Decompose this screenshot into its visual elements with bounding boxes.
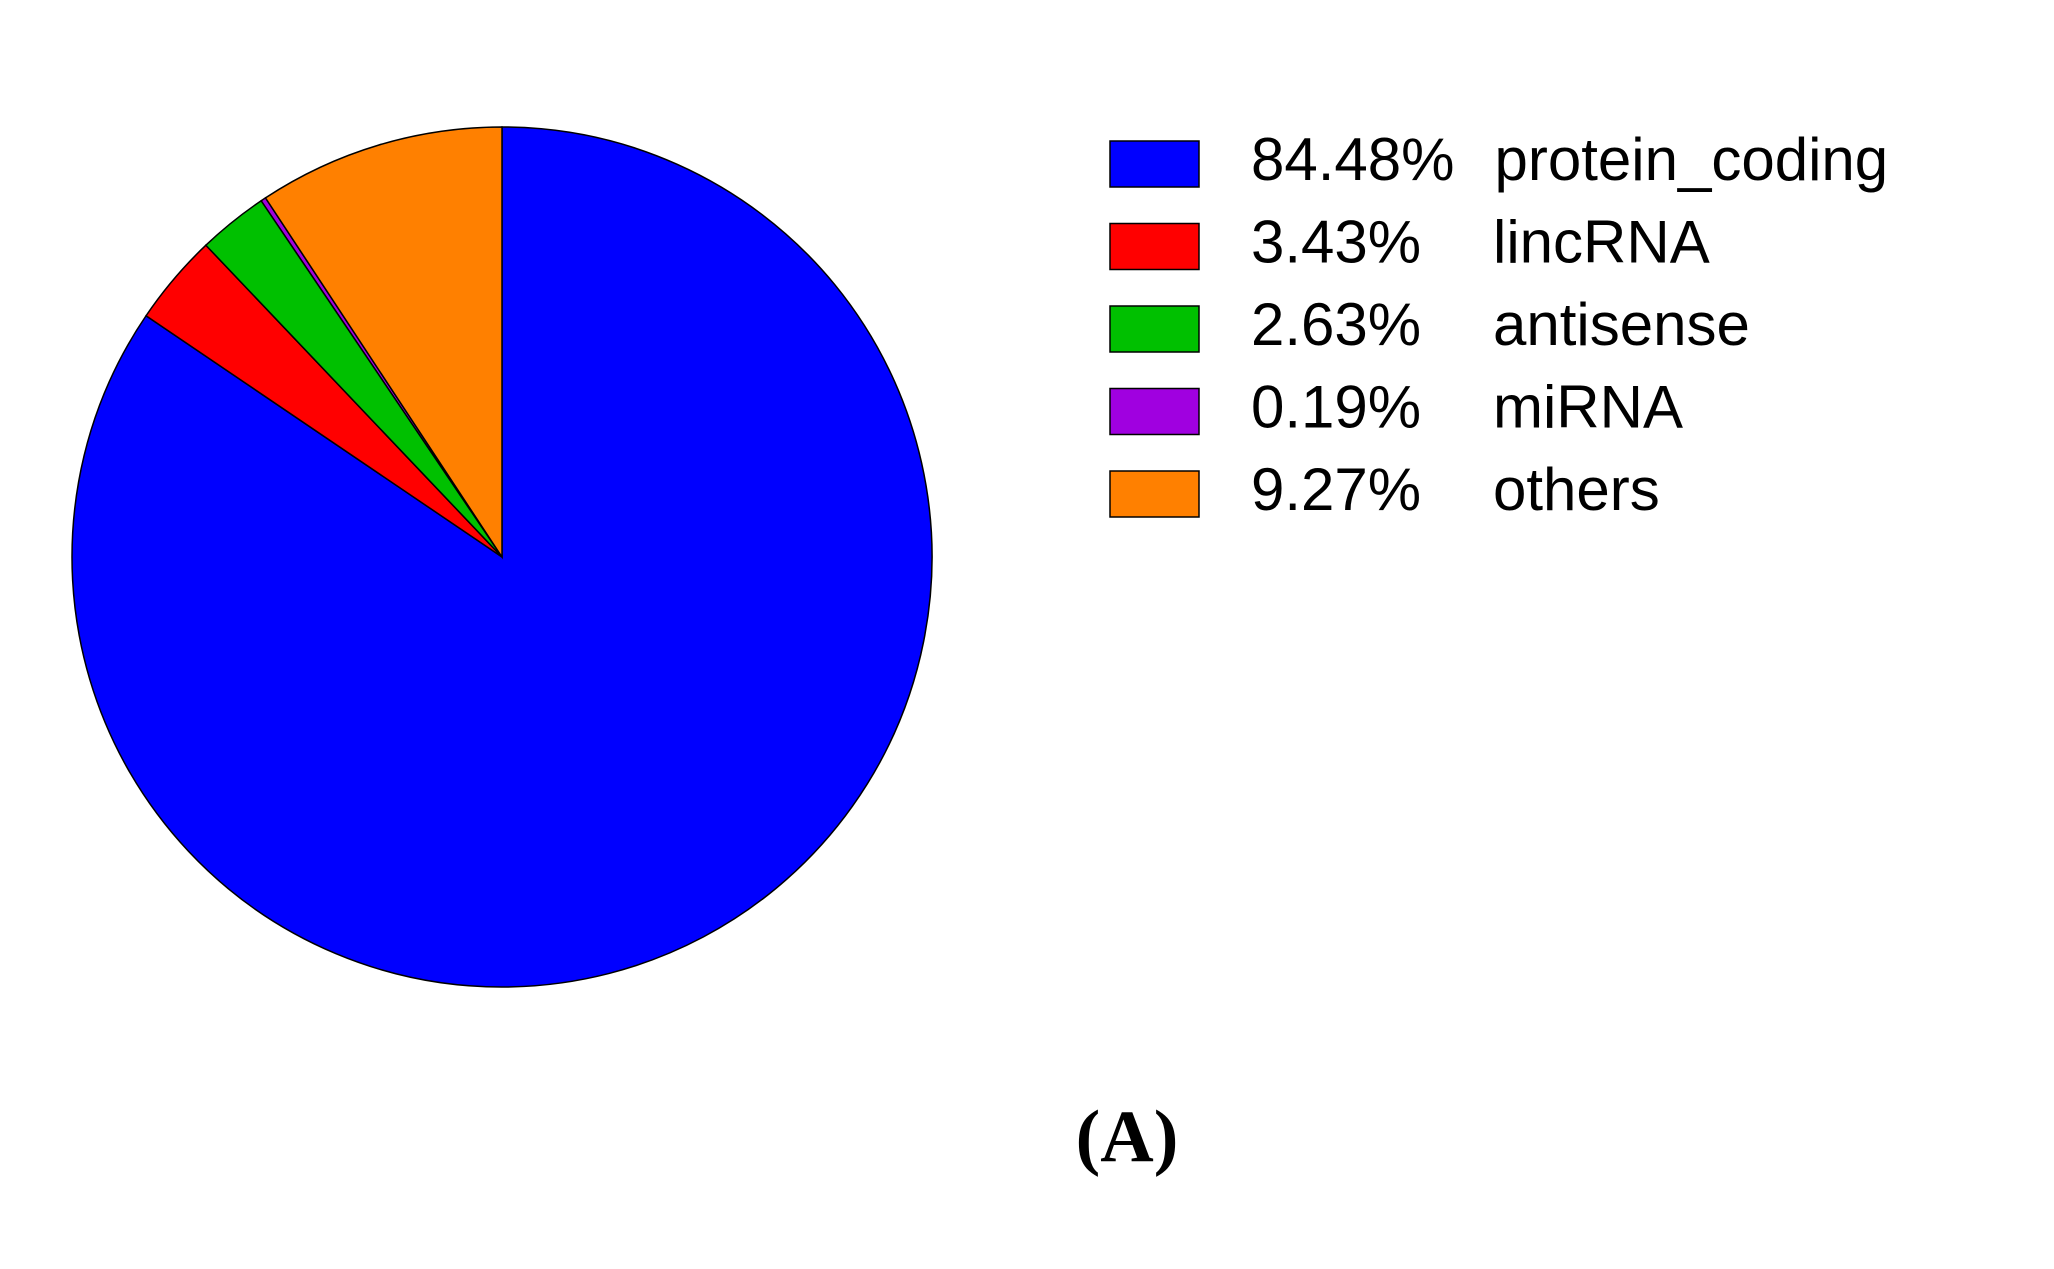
legend-value: 3.43% [1251, 208, 1421, 275]
legend-label: miRNA [1493, 373, 1683, 440]
legend-value: 0.19% [1251, 373, 1421, 440]
legend-label: protein_coding [1495, 126, 1889, 193]
legend-label: lincRNA [1493, 208, 1710, 275]
legend-label: antisense [1493, 291, 1750, 358]
legend-value: 9.27% [1251, 456, 1421, 523]
legend-swatch [1109, 140, 1200, 188]
pie [71, 126, 933, 988]
legend-value: 2.63% [1251, 291, 1421, 358]
legend-value: 84.48% [1251, 126, 1455, 193]
caption: (A) [1076, 1096, 1179, 1178]
legend-swatch [1109, 470, 1200, 518]
pie-slice [264, 126, 503, 560]
legend-label: others [1493, 456, 1660, 523]
legend-swatch [1109, 305, 1200, 353]
legend: 84.48% protein_coding 3.43% lincRNA 2.63% ant… [1109, 126, 1889, 523]
legend-swatch [1109, 222, 1200, 271]
legend-swatch [1109, 387, 1200, 436]
